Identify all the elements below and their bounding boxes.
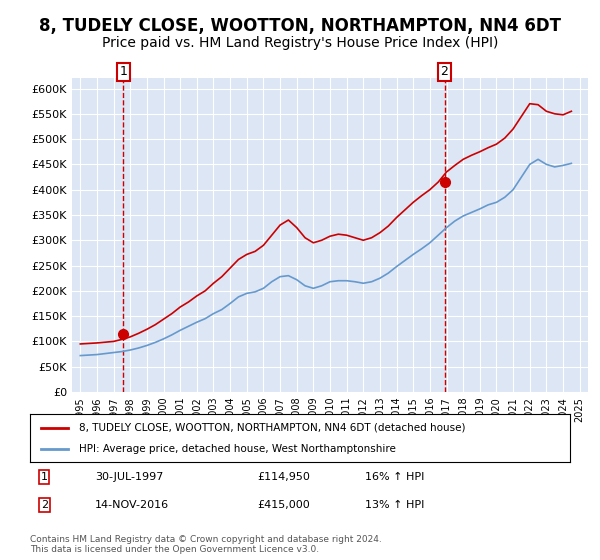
Text: 8, TUDELY CLOSE, WOOTTON, NORTHAMPTON, NN4 6DT: 8, TUDELY CLOSE, WOOTTON, NORTHAMPTON, N… [39,17,561,35]
Text: £415,000: £415,000 [257,500,310,510]
Text: 2: 2 [41,500,48,510]
Text: 2: 2 [440,66,448,78]
Text: Contains HM Land Registry data © Crown copyright and database right 2024.
This d: Contains HM Land Registry data © Crown c… [30,535,382,554]
Text: 1: 1 [119,66,127,78]
Text: 30-JUL-1997: 30-JUL-1997 [95,472,163,482]
Text: 14-NOV-2016: 14-NOV-2016 [95,500,169,510]
Text: HPI: Average price, detached house, West Northamptonshire: HPI: Average price, detached house, West… [79,444,395,454]
Text: Price paid vs. HM Land Registry's House Price Index (HPI): Price paid vs. HM Land Registry's House … [102,36,498,50]
Text: 13% ↑ HPI: 13% ↑ HPI [365,500,424,510]
Text: 1: 1 [41,472,48,482]
Text: 16% ↑ HPI: 16% ↑ HPI [365,472,424,482]
Text: £114,950: £114,950 [257,472,310,482]
Text: 8, TUDELY CLOSE, WOOTTON, NORTHAMPTON, NN4 6DT (detached house): 8, TUDELY CLOSE, WOOTTON, NORTHAMPTON, N… [79,423,465,433]
